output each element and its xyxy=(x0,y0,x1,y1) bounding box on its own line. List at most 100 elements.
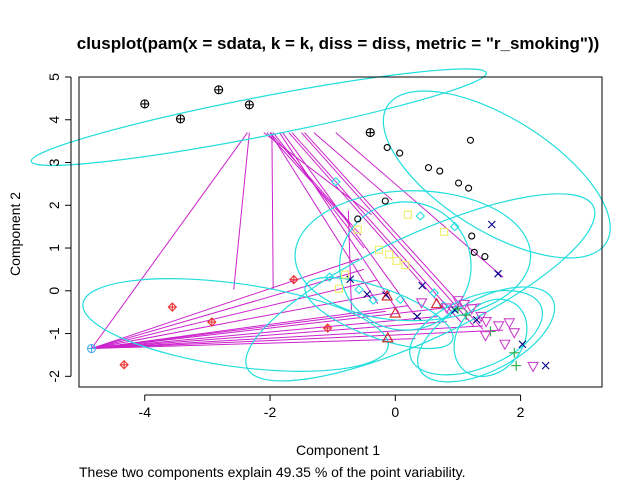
data-point xyxy=(450,306,459,314)
data-point xyxy=(415,298,428,309)
connecting-line xyxy=(91,132,248,349)
x-tick-label: 2 xyxy=(517,404,525,420)
data-point xyxy=(341,270,350,279)
data-point xyxy=(518,340,527,349)
y-axis-label: Component 2 xyxy=(7,192,23,276)
cluster-ellipse xyxy=(294,190,532,322)
cluster-ellipse xyxy=(417,286,556,383)
data-point xyxy=(440,227,449,236)
data-point xyxy=(503,318,516,329)
data-point xyxy=(541,361,550,370)
data-point xyxy=(140,99,150,109)
data-point xyxy=(322,323,333,333)
y-tick-label: 5 xyxy=(46,73,62,81)
data-point xyxy=(413,312,422,321)
data-point xyxy=(461,310,472,321)
connecting-line xyxy=(313,132,393,201)
data-point xyxy=(508,328,521,339)
data-point xyxy=(354,284,364,295)
data-point xyxy=(452,296,464,307)
data-point xyxy=(396,149,404,157)
data-point xyxy=(214,85,224,95)
data-point xyxy=(207,317,217,327)
connecting-line xyxy=(347,210,352,311)
cluster-ellipse xyxy=(409,289,544,376)
data-point xyxy=(334,284,343,293)
connecting-line xyxy=(91,303,482,350)
data-point xyxy=(494,269,502,278)
y-tick-label: -1 xyxy=(46,327,62,340)
connecting-line xyxy=(263,132,372,216)
cluster-ellipse xyxy=(304,276,454,350)
data-point xyxy=(395,294,406,305)
x-tick-label: 0 xyxy=(391,404,399,420)
data-point xyxy=(374,245,384,254)
data-point xyxy=(424,164,433,172)
connecting-line xyxy=(233,132,250,290)
data-point xyxy=(487,220,496,229)
data-points xyxy=(86,85,550,373)
data-point xyxy=(429,288,439,298)
data-point xyxy=(324,272,335,282)
data-point xyxy=(465,184,473,192)
connecting-line xyxy=(91,310,386,350)
data-point xyxy=(430,297,443,309)
data-point xyxy=(450,221,460,232)
cluster-ellipse xyxy=(82,278,389,372)
x-tick-label: -2 xyxy=(264,404,277,420)
plot-marks xyxy=(30,68,611,383)
connecting-line xyxy=(269,132,379,304)
data-point xyxy=(289,274,299,285)
data-point xyxy=(389,306,402,318)
cluster-ellipse xyxy=(453,298,528,378)
data-point xyxy=(119,359,129,370)
data-point xyxy=(418,281,427,290)
data-point xyxy=(465,304,478,315)
connecting-line xyxy=(271,132,274,290)
x-tick-label: -4 xyxy=(139,404,152,420)
data-point xyxy=(353,225,362,234)
y-tick-label: 1 xyxy=(46,244,62,252)
connecting-line xyxy=(91,258,360,349)
data-point xyxy=(346,275,355,284)
connecting-line xyxy=(91,279,377,350)
data-point xyxy=(167,302,178,312)
data-point xyxy=(470,248,478,256)
data-point xyxy=(436,167,444,175)
y-tick-label: 3 xyxy=(46,158,62,166)
data-point xyxy=(86,343,97,354)
connecting-line xyxy=(91,268,365,349)
data-point xyxy=(381,331,394,343)
data-point xyxy=(368,295,379,305)
data-point xyxy=(455,179,463,187)
variability-note: These two components explain 49.35 % of … xyxy=(79,464,466,480)
data-point xyxy=(509,347,520,358)
connecting-line xyxy=(304,132,484,330)
y-axis: -2 -1 0 1 2 3 4 5 xyxy=(46,73,72,383)
data-point xyxy=(381,289,394,301)
data-point xyxy=(381,197,389,205)
data-point xyxy=(511,360,522,371)
data-point xyxy=(365,128,375,138)
data-point xyxy=(415,211,426,221)
x-axis-label: Component 1 xyxy=(296,442,380,458)
x-axis: -4 -2 0 2 xyxy=(139,394,525,420)
data-point xyxy=(527,361,540,373)
data-point xyxy=(392,256,401,265)
cluster-ellipse xyxy=(338,201,472,331)
data-point xyxy=(383,144,391,152)
connecting-line xyxy=(266,132,351,225)
connecting-line xyxy=(291,132,463,324)
data-point xyxy=(481,253,489,261)
data-point xyxy=(466,136,475,144)
connecting-line xyxy=(91,315,438,350)
connecting-line xyxy=(91,329,504,350)
data-point xyxy=(440,303,453,315)
y-tick-label: 4 xyxy=(46,116,62,124)
data-point xyxy=(498,339,511,351)
y-tick-label: 2 xyxy=(46,201,62,209)
y-tick-label: -2 xyxy=(46,370,62,383)
data-point xyxy=(244,100,254,110)
cluster-ellipses xyxy=(30,68,611,383)
connecting-line xyxy=(91,292,387,350)
